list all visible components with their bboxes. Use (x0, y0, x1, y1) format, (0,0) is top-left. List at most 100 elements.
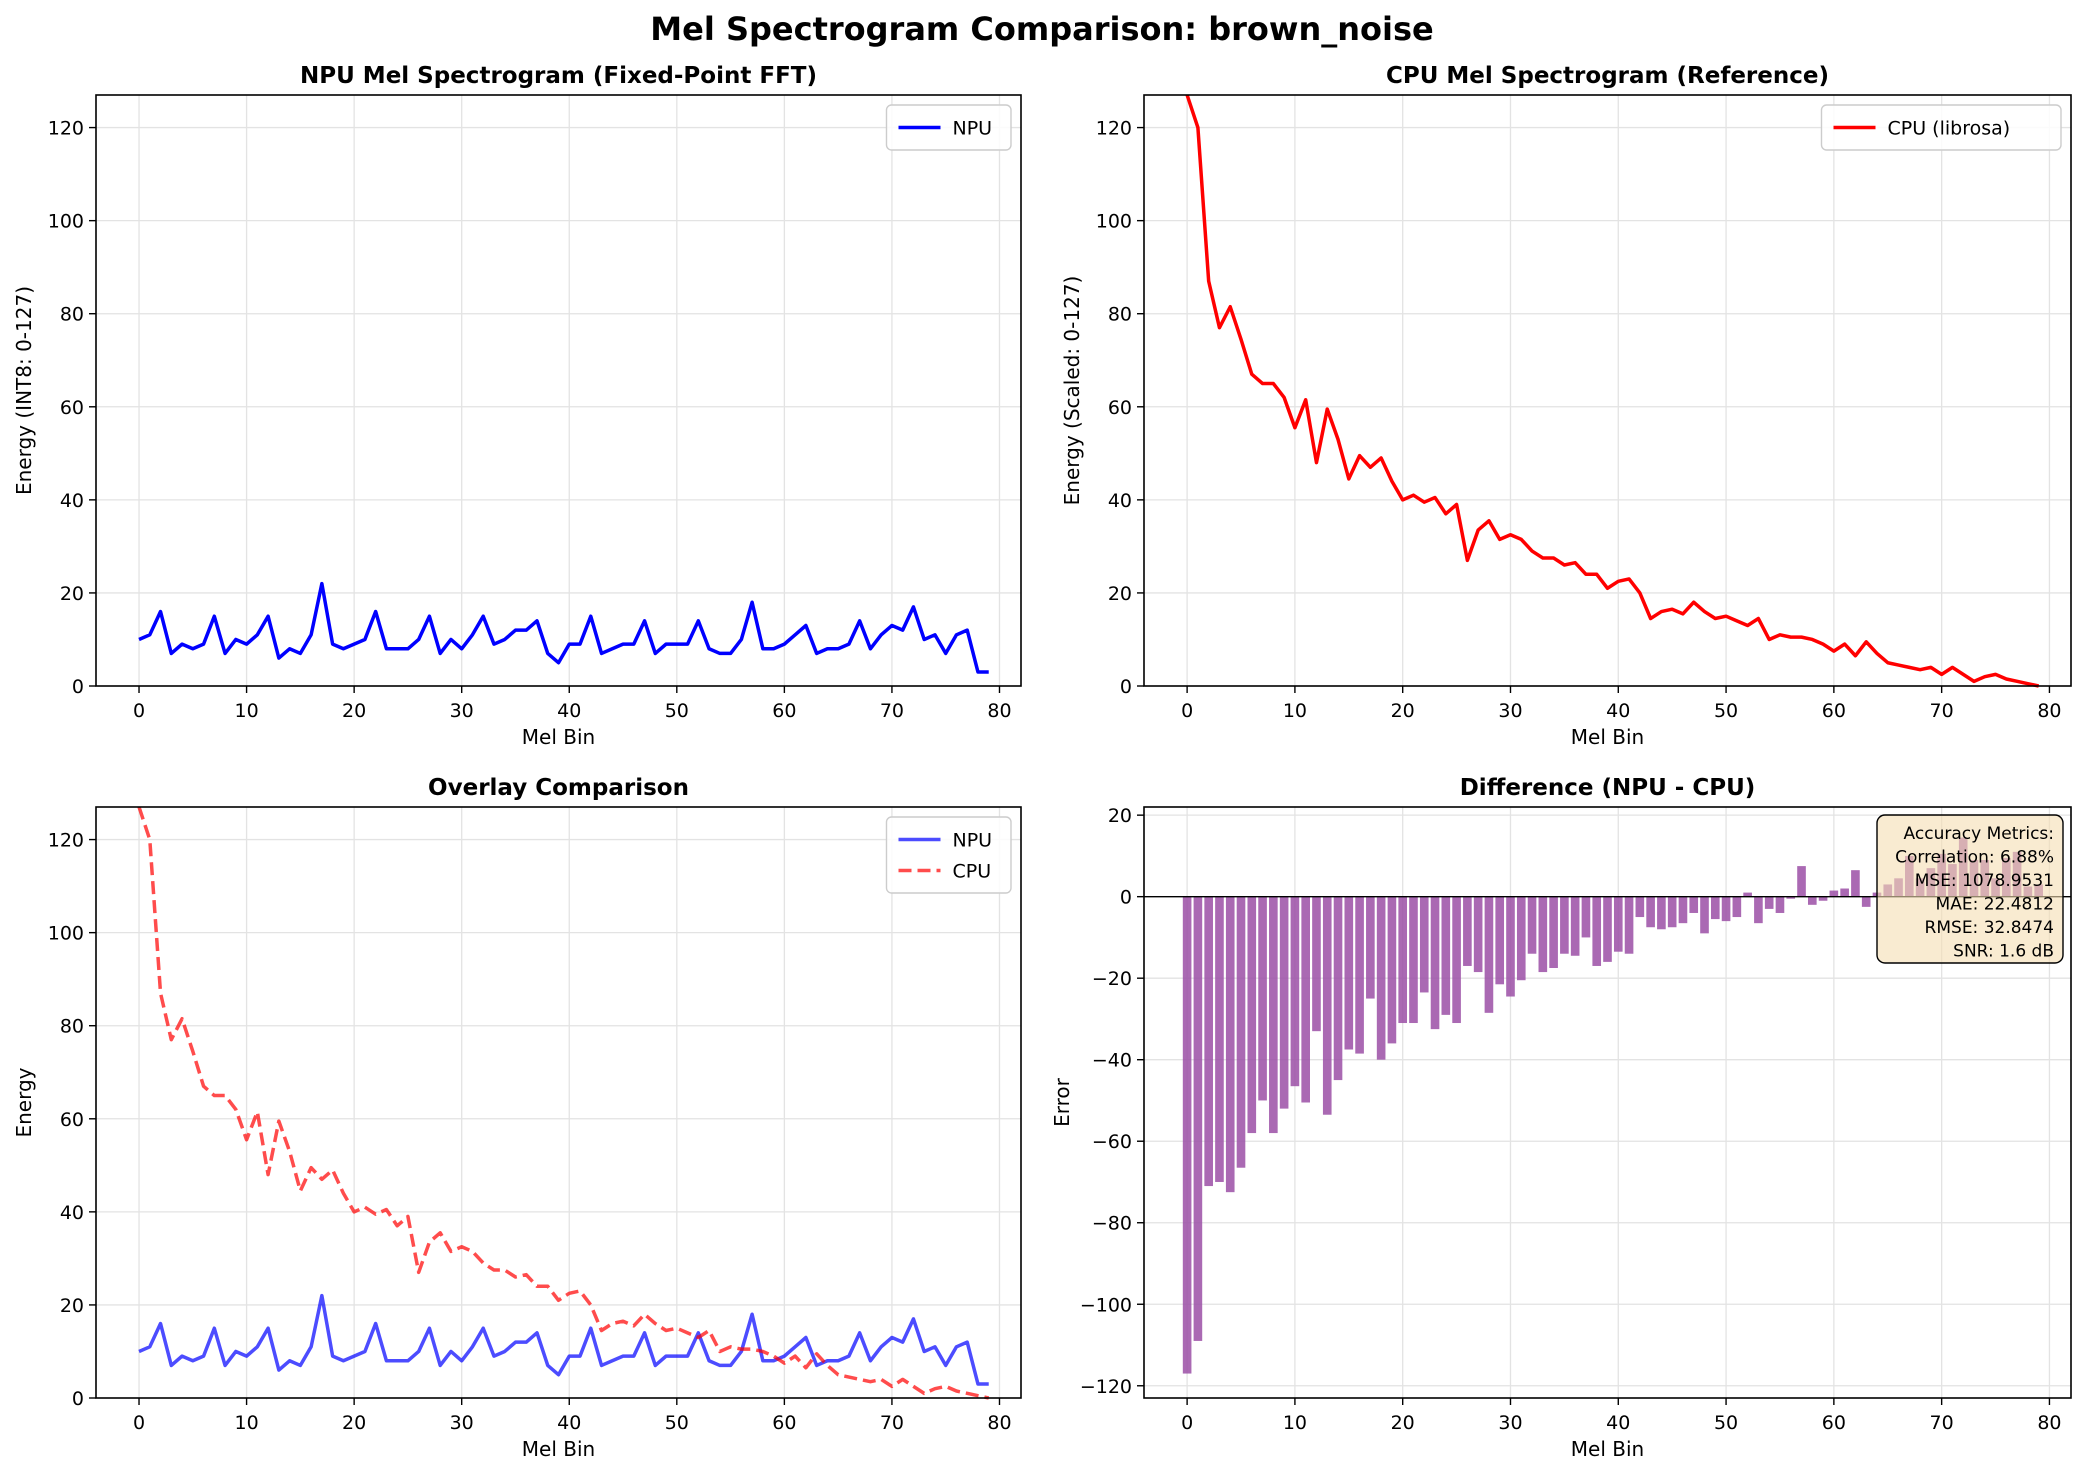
panel-title: Difference (NPU - CPU) (1460, 775, 1756, 801)
metrics-line: SNR: 1.6 dB (1953, 942, 2054, 962)
y-tick-label: 120 (1096, 118, 1132, 140)
diff-bar (1689, 896, 1699, 913)
diff-bar (1419, 896, 1429, 993)
panel-diff: 0 10 20 30 40 50 60 70 80 −120 −100 −80 −60 −40 −20 0 20… (1050, 775, 2072, 1461)
y-tick-label: 20 (1108, 583, 1132, 605)
series-line-cpu (137, 806, 990, 1400)
y-tick-label: −20 (1092, 968, 1132, 990)
diff-bar (1527, 896, 1537, 954)
diff-bar (1678, 896, 1688, 924)
diff-bar (1463, 896, 1472, 966)
x-tick-label: 50 (665, 700, 689, 722)
y-tick-label: 120 (48, 118, 84, 140)
x-tick-label: 60 (1822, 700, 1846, 722)
diff-bar (1710, 896, 1720, 920)
y-tick-label: 100 (48, 923, 84, 945)
y-tick-label: 100 (48, 211, 84, 233)
legend-label: NPU (953, 830, 993, 852)
diff-bar (1797, 866, 1806, 897)
diff-bar (1657, 896, 1666, 930)
x-tick-label: 40 (1606, 700, 1630, 722)
y-axis-label: Energy (Scaled: 0-127) (1060, 276, 1084, 506)
diff-bar (1473, 896, 1483, 973)
diff-bar (1667, 896, 1677, 928)
x-tick-label: 80 (987, 700, 1011, 722)
diff-bar (1355, 896, 1364, 1054)
metrics-box (1876, 814, 2064, 964)
panel-overlay: 0 10 20 30 40 50 60 70 80 0 20 40 60 80 100 120 Overlay … (12, 775, 1022, 1461)
x-tick-label: 30 (450, 700, 474, 722)
y-tick-label: 40 (60, 490, 84, 512)
diff-bar (1247, 896, 1257, 1134)
x-tick-label: 20 (342, 1412, 366, 1434)
diff-bar (1376, 896, 1386, 1060)
y-tick-label: 60 (1108, 397, 1132, 419)
diff-bar (1560, 896, 1569, 954)
plot-frame (1143, 94, 2072, 687)
y-tick-label: 40 (1108, 490, 1132, 512)
y-axis-label: Energy (INT8: 0-127) (12, 286, 36, 495)
y-tick-label: 60 (60, 1109, 84, 1131)
legend-box (885, 104, 1012, 151)
y-tick-label: 60 (60, 397, 84, 419)
diff-bar (1258, 896, 1267, 1101)
legend-label: CPU (librosa) (1888, 118, 2011, 140)
diff-bar (1366, 896, 1375, 999)
x-tick-label: 40 (557, 700, 581, 722)
diff-bar (1495, 896, 1505, 985)
diff-bar (1387, 896, 1397, 1044)
series-line-npu (138, 1293, 989, 1386)
diff-bar (1732, 896, 1742, 918)
panel-npu: 0 10 20 30 40 50 60 70 80 0 20 40 60 80 100 120 NPU Mel … (12, 63, 1022, 749)
diff-bar (1754, 896, 1763, 924)
diff-bar (1786, 896, 1796, 899)
y-tick-label: 40 (60, 1202, 84, 1224)
x-axis-label: Mel Bin (522, 1437, 595, 1461)
diff-bar (1506, 896, 1515, 997)
diff-bar (1333, 896, 1343, 1081)
metrics-title: Accuracy Metrics: (1904, 824, 2054, 844)
x-tick-label: 50 (1714, 1412, 1738, 1434)
diff-bar (1700, 896, 1709, 934)
diff-bar (1613, 896, 1623, 952)
x-axis-label: Mel Bin (1571, 1437, 1644, 1461)
diff-bar (1182, 896, 1192, 1374)
y-tick-label: 20 (1108, 805, 1132, 827)
x-tick-label: 30 (450, 1412, 474, 1434)
x-tick-label: 20 (1391, 1412, 1415, 1434)
x-tick-label: 0 (133, 1412, 145, 1434)
diff-bar (1646, 896, 1655, 928)
panel-cpu: 0 10 20 30 40 50 60 70 80 0 20 40 60 80 100 120 CPU Mel … (1060, 63, 2072, 749)
diff-bar (1279, 896, 1289, 1109)
y-tick-label: 120 (48, 830, 84, 852)
diff-bar (1635, 896, 1645, 918)
diff-bar (1829, 890, 1839, 897)
y-tick-label: 0 (1120, 676, 1132, 698)
figure-title: Mel Spectrogram Comparison: brown_noise (650, 10, 1433, 48)
diff-bar (1441, 896, 1451, 1015)
x-tick-label: 30 (1498, 1412, 1522, 1434)
panel-title: CPU Mel Spectrogram (Reference) (1386, 63, 1829, 89)
panel-title: NPU Mel Spectrogram (Fixed-Point FFT) (300, 63, 817, 89)
diff-bar (1538, 896, 1548, 973)
x-tick-label: 10 (1283, 1412, 1307, 1434)
diff-bar (1193, 896, 1203, 1341)
y-tick-label: −40 (1092, 1050, 1132, 1072)
plot-frame (95, 94, 1022, 687)
x-tick-label: 50 (1714, 700, 1738, 722)
diff-bar (1570, 896, 1580, 956)
panel-title: Overlay Comparison (428, 775, 689, 801)
diff-bar (1624, 896, 1634, 954)
x-tick-label: 20 (1391, 700, 1415, 722)
y-tick-label: −120 (1080, 1376, 1132, 1398)
diff-bar (1452, 896, 1461, 1024)
diff-bar (1807, 896, 1817, 905)
diff-bar (1764, 896, 1774, 909)
x-tick-label: 80 (987, 1412, 1011, 1434)
diff-bar (1775, 896, 1785, 913)
x-tick-label: 0 (133, 700, 145, 722)
x-tick-label: 0 (1181, 700, 1193, 722)
metrics-line: MAE: 22.4812 (1936, 895, 2054, 915)
diff-bar (1603, 896, 1612, 962)
